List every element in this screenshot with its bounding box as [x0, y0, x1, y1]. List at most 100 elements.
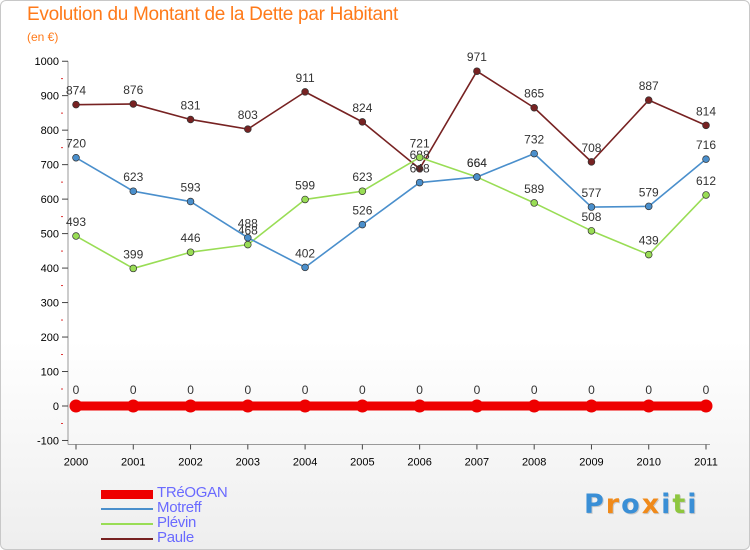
data-label-treogan: 0	[588, 383, 595, 397]
data-label-motreff: 720	[66, 137, 86, 151]
data-label-plevin: 439	[639, 234, 659, 248]
data-point-paule	[702, 121, 710, 130]
data-point-paule	[186, 115, 195, 124]
data-point-treogan	[184, 399, 198, 413]
data-point-motreff	[644, 202, 653, 211]
x-tick-label: 2010	[636, 456, 660, 468]
data-label-paule: 814	[696, 104, 716, 118]
data-point-motreff	[129, 187, 138, 195]
x-tick-label: 2004	[293, 456, 317, 468]
y-tick-label: 900	[41, 91, 59, 103]
data-label-motreff: 623	[123, 170, 143, 184]
x-tick-label: 2007	[465, 456, 489, 468]
data-label-motreff: 648	[410, 162, 430, 176]
data-label-motreff: 716	[696, 138, 716, 152]
data-point-plevin	[415, 153, 424, 162]
data-label-motreff: 488	[238, 217, 258, 231]
data-label-motreff: 577	[581, 186, 601, 200]
data-label-treogan: 0	[302, 383, 309, 397]
y-tick-label: 300	[41, 298, 59, 310]
data-point-motreff	[186, 197, 195, 206]
x-tick-label: 2002	[178, 456, 202, 468]
x-tick-label: 2003	[236, 456, 260, 468]
data-point-plevin	[358, 187, 367, 195]
data-label-treogan: 0	[703, 383, 710, 397]
x-tick-label: 2000	[64, 456, 88, 468]
series-line-paule	[75, 70, 707, 170]
proxiti-logo: Proxiti	[584, 489, 699, 520]
data-point-paule	[587, 158, 596, 166]
data-label-treogan: 0	[645, 383, 652, 397]
y-tick-label: 500	[41, 229, 59, 241]
data-label-treogan: 0	[187, 383, 194, 397]
data-label-plevin: 399	[123, 247, 143, 261]
data-label-treogan: 0	[474, 383, 481, 397]
data-point-motreff	[72, 153, 80, 162]
data-point-paule	[473, 67, 481, 75]
data-label-paule: 887	[639, 79, 659, 93]
data-point-treogan	[241, 399, 255, 413]
y-tick-label: 700	[41, 160, 59, 172]
data-point-motreff	[702, 155, 710, 163]
data-point-paule	[129, 100, 138, 108]
data-point-treogan	[584, 399, 598, 413]
data-point-treogan	[642, 399, 656, 413]
y-tick-label: 800	[41, 125, 59, 137]
data-label-plevin: 721	[410, 136, 430, 150]
data-label-motreff: 402	[295, 246, 315, 260]
data-point-treogan	[413, 399, 427, 413]
data-point-plevin	[530, 199, 538, 207]
data-label-paule: 708	[581, 141, 601, 155]
chart-title: Evolution du Montant de la Dette par Hab…	[27, 4, 398, 25]
legend-swatch	[101, 523, 153, 525]
data-label-motreff: 732	[524, 133, 544, 147]
data-point-motreff	[473, 173, 481, 181]
data-point-paule	[358, 118, 367, 126]
data-point-paule	[301, 88, 309, 96]
data-label-treogan: 0	[244, 383, 251, 397]
data-point-treogan	[126, 399, 140, 413]
data-label-plevin: 623	[352, 170, 372, 184]
y-tick-label: 0	[53, 401, 59, 413]
data-label-plevin: 612	[696, 174, 716, 188]
data-point-plevin	[644, 250, 653, 259]
data-point-plevin	[129, 264, 138, 273]
series-line-plevin	[75, 156, 707, 270]
data-label-treogan: 0	[359, 383, 366, 397]
data-label-paule: 831	[181, 98, 201, 112]
data-point-motreff	[358, 220, 367, 229]
data-point-treogan	[69, 399, 83, 413]
data-point-motreff	[530, 149, 538, 158]
data-point-plevin	[702, 191, 710, 199]
data-label-plevin: 508	[581, 210, 601, 224]
x-tick-label: 2001	[121, 456, 145, 468]
y-tick-label: 100	[41, 367, 59, 379]
data-label-treogan: 0	[531, 383, 538, 397]
data-point-motreff	[244, 233, 252, 242]
x-tick-label: 2011	[694, 456, 718, 468]
data-point-plevin	[587, 227, 596, 235]
data-label-treogan: 0	[73, 383, 80, 397]
data-label-paule: 876	[123, 83, 143, 97]
legend-swatch	[101, 538, 153, 540]
legend-label: Plévin	[157, 514, 197, 531]
y-tick-label: -100	[37, 435, 59, 447]
data-point-paule	[415, 165, 424, 173]
data-label-paule: 865	[524, 87, 544, 101]
data-label-plevin: 589	[524, 182, 544, 196]
data-label-plevin: 493	[66, 215, 86, 229]
data-point-treogan	[527, 399, 541, 413]
data-point-plevin	[186, 248, 195, 256]
data-label-motreff: 593	[181, 181, 201, 195]
legend-label: Motreff	[157, 499, 202, 516]
data-point-paule	[244, 125, 252, 133]
data-label-paule: 803	[238, 108, 258, 122]
data-point-paule	[644, 96, 653, 104]
y-tick-label: 400	[41, 263, 59, 275]
data-point-motreff	[587, 203, 596, 211]
y-tick-label: 200	[41, 332, 59, 344]
legend-swatch	[101, 508, 153, 510]
x-tick-label: 2009	[579, 456, 603, 468]
